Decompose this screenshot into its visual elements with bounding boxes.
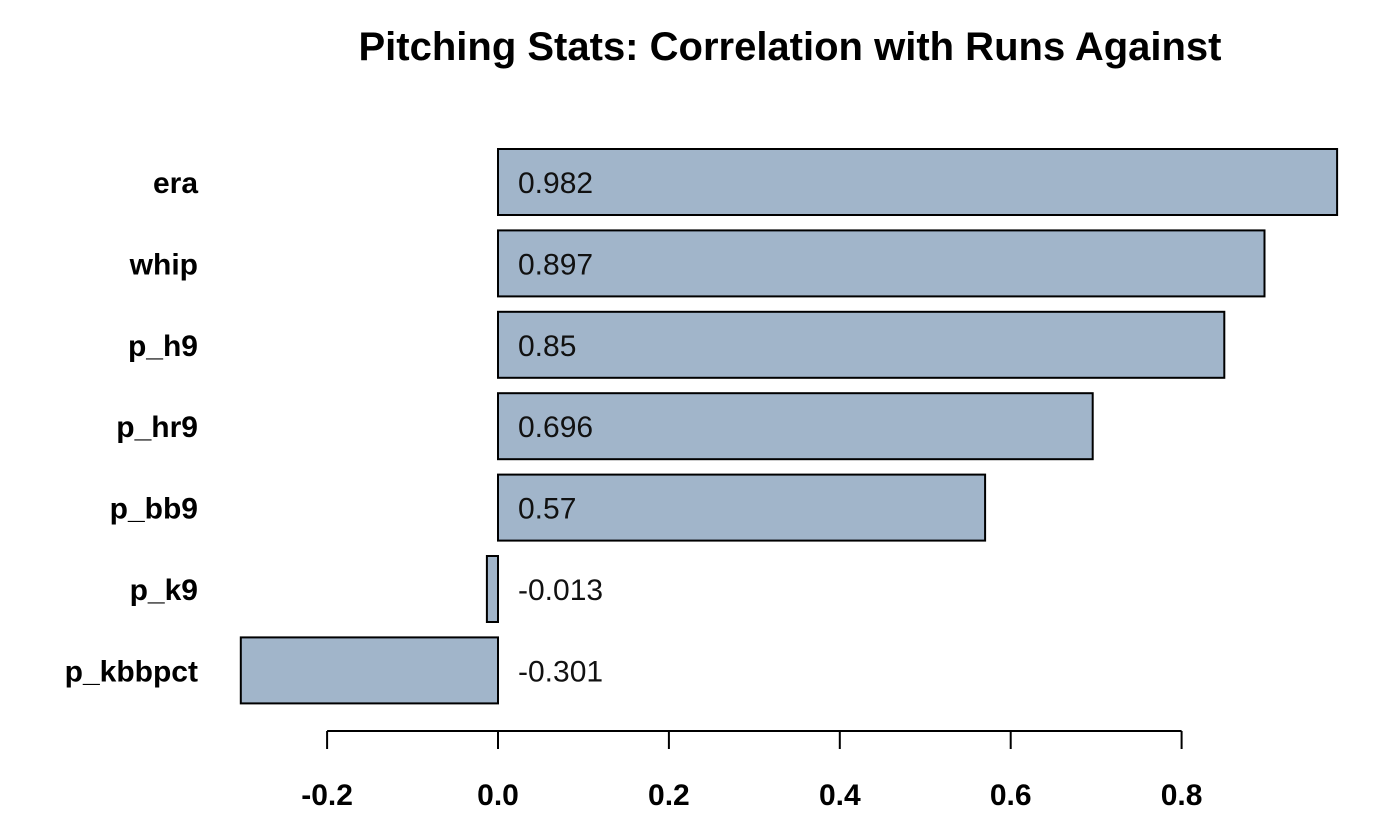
x-tick-label-0-8: 0.8 bbox=[1161, 779, 1203, 812]
bar-p-kbbpct bbox=[239, 636, 500, 705]
value-label-p-k9: -0.013 bbox=[518, 574, 603, 607]
value-labels-group: 0.982 0.897 0.85 0.696 0.57 -0.013 -0.301 bbox=[518, 167, 603, 688]
value-label-era: 0.982 bbox=[518, 167, 593, 200]
bar-whip bbox=[497, 229, 1266, 298]
bar-p-hr9 bbox=[497, 392, 1094, 461]
bar-era bbox=[497, 148, 1339, 216]
value-label-p-bb9: 0.57 bbox=[518, 493, 576, 526]
x-tick-label-0-4: 0.4 bbox=[819, 779, 861, 812]
category-label-p-kbbpct: p_kbbpct bbox=[65, 655, 198, 688]
value-label-p-hr9: 0.696 bbox=[518, 411, 593, 444]
category-label-p-hr9: p_hr9 bbox=[116, 411, 198, 444]
x-axis: -0.2 0.0 0.2 0.4 0.6 0.8 bbox=[301, 730, 1203, 812]
bar-p-h9 bbox=[497, 310, 1226, 379]
category-labels-group: era whip p_h9 p_hr9 p_bb9 p_k9 p_kbbpct bbox=[65, 167, 199, 688]
category-label-p-bb9: p_bb9 bbox=[110, 493, 198, 526]
value-label-p-h9: 0.85 bbox=[518, 330, 576, 363]
category-label-p-k9: p_k9 bbox=[130, 574, 198, 607]
category-label-era: era bbox=[153, 167, 198, 200]
bar-p-bb9 bbox=[497, 473, 987, 542]
x-tick-label-0-2: 0.2 bbox=[648, 779, 690, 812]
x-tick-label-0-0: 0.0 bbox=[477, 779, 519, 812]
value-label-whip: 0.897 bbox=[518, 248, 593, 281]
chart-title: Pitching Stats: Correlation with Runs Ag… bbox=[358, 25, 1221, 69]
x-tick-label-0-2: -0.2 bbox=[301, 779, 353, 812]
value-label-p-kbbpct: -0.301 bbox=[518, 655, 603, 688]
bar-p-k9 bbox=[485, 555, 499, 623]
category-label-p-h9: p_h9 bbox=[128, 330, 198, 363]
bars-group bbox=[239, 148, 1339, 705]
category-label-whip: whip bbox=[129, 248, 198, 281]
x-tick-label-0-6: 0.6 bbox=[990, 779, 1032, 812]
